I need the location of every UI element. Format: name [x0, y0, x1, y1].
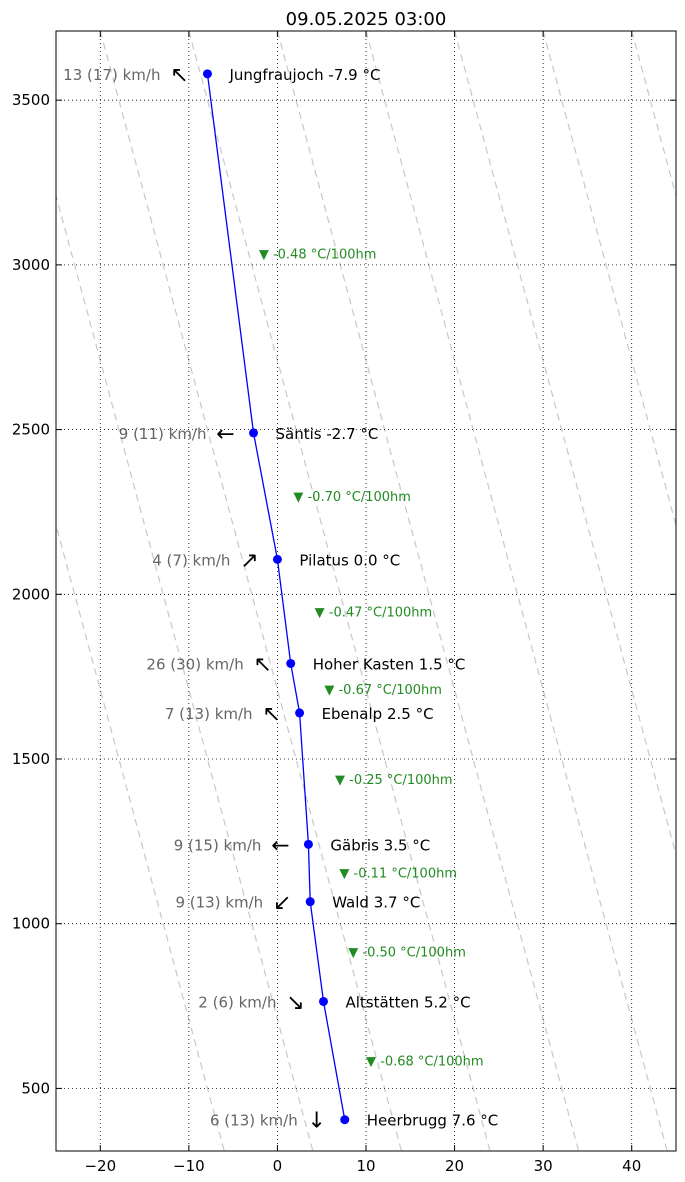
data-point — [272, 554, 282, 564]
dry-adiabat-line — [56, 522, 225, 1151]
y-tick-label: 3000 — [12, 256, 50, 274]
data-point — [303, 839, 313, 849]
wind-label: 7 (13) km/h — [165, 705, 253, 723]
dry-adiabat-line — [56, 193, 314, 1151]
data-point — [202, 69, 212, 79]
x-tick-label: −20 — [84, 1157, 116, 1175]
station-label: Wald 3.7 °C — [332, 894, 420, 912]
y-tick-label: 1500 — [12, 750, 50, 768]
series-line — [206, 73, 346, 1120]
lapse-rate-label: ▼ -0.11 °C/100hm — [339, 867, 457, 882]
y-tick-label: 3500 — [12, 91, 50, 109]
data-point — [295, 708, 305, 718]
wind-arrow-icon: ← — [271, 833, 289, 858]
wind-arrow-icon: ↗ — [240, 548, 258, 573]
station-label: Ebenalp 2.5 °C — [322, 705, 434, 723]
chart-title: 09.05.2025 03:00 — [286, 9, 447, 30]
data-point — [286, 658, 296, 668]
x-tick-label: 30 — [534, 1157, 553, 1175]
wind-label: 13 (17) km/h — [63, 66, 160, 84]
lapse-rate-label: ▼ -0.68 °C/100hm — [366, 1054, 484, 1069]
data-point — [305, 897, 315, 907]
wind-arrow-icon: ↘ — [286, 990, 304, 1015]
dry-adiabat-line — [542, 31, 676, 528]
wind-arrow-icon: ↙ — [273, 891, 291, 916]
wind-label: 9 (15) km/h — [174, 836, 262, 854]
wind-label: 6 (13) km/h — [210, 1112, 298, 1130]
grid — [56, 31, 676, 1151]
dry-adiabat-line — [188, 31, 491, 1151]
station-label: Gäbris 3.5 °C — [330, 836, 430, 854]
lapse-rate-label: ▼ -0.70 °C/100hm — [293, 490, 411, 505]
wind-label: 4 (7) km/h — [152, 551, 230, 569]
lapse-rate-label: ▼ -0.25 °C/100hm — [335, 773, 453, 788]
lapse-rate-label: ▼ -0.47 °C/100hm — [315, 605, 433, 620]
wind-label: 2 (6) km/h — [198, 993, 276, 1011]
wind-arrow-icon: ← — [216, 422, 234, 447]
axis-ticks: −20 −10 0 10 20 30 40 500 1000 1500 2000 2500 3000 35… — [12, 31, 676, 1175]
y-tick-label: 1000 — [12, 915, 50, 933]
annotations: Heerbrugg 7.6 °C ↓ 6 (13) km/h Altstätten 5… — [63, 63, 498, 1134]
dry-adiabat-line — [631, 31, 676, 199]
plot-frame — [55, 30, 677, 1152]
wind-arrow-icon: ↖ — [170, 63, 188, 88]
dry-adiabat-line — [365, 31, 668, 1151]
lapse-rate-label: ▼ -0.50 °C/100hm — [348, 946, 466, 961]
dry-adiabat-line — [99, 31, 403, 1151]
station-label: Altstätten 5.2 °C — [345, 993, 470, 1011]
y-tick-label: 2000 — [12, 585, 50, 603]
wind-arrow-icon: ↖ — [253, 652, 271, 677]
data-point — [318, 996, 328, 1006]
temperature-profile — [202, 69, 350, 1125]
wind-arrow-icon: ↓ — [308, 1109, 326, 1134]
y-tick-label: 2500 — [12, 421, 50, 439]
x-tick-label: 40 — [622, 1157, 641, 1175]
dry-adiabat-line — [453, 31, 676, 857]
x-tick-label: −10 — [173, 1157, 205, 1175]
wind-label: 9 (13) km/h — [175, 894, 263, 912]
station-label: Pilatus 0.0 °C — [299, 551, 400, 569]
station-label: Jungfraujoch -7.9 °C — [228, 66, 380, 84]
wind-label: 9 (11) km/h — [119, 425, 207, 443]
lapse-rate-label: ▼ -0.48 °C/100hm — [259, 247, 377, 262]
wind-arrow-icon: ↖ — [262, 702, 280, 727]
data-point — [249, 428, 259, 438]
x-tick-label: 10 — [356, 1157, 375, 1175]
lapse-rate-label: ▼ -0.67 °C/100hm — [324, 683, 442, 698]
data-point — [340, 1115, 350, 1125]
station-label: Säntis -2.7 °C — [276, 425, 379, 443]
station-label: Hoher Kasten 1.5 °C — [313, 655, 466, 673]
dry-adiabats — [56, 31, 676, 1151]
wind-label: 26 (30) km/h — [146, 655, 243, 673]
y-tick-label: 500 — [21, 1079, 50, 1097]
x-tick-label: 20 — [445, 1157, 464, 1175]
x-tick-label: 0 — [273, 1157, 283, 1175]
dry-adiabat-line — [276, 31, 580, 1151]
station-label: Heerbrugg 7.6 °C — [367, 1112, 499, 1130]
